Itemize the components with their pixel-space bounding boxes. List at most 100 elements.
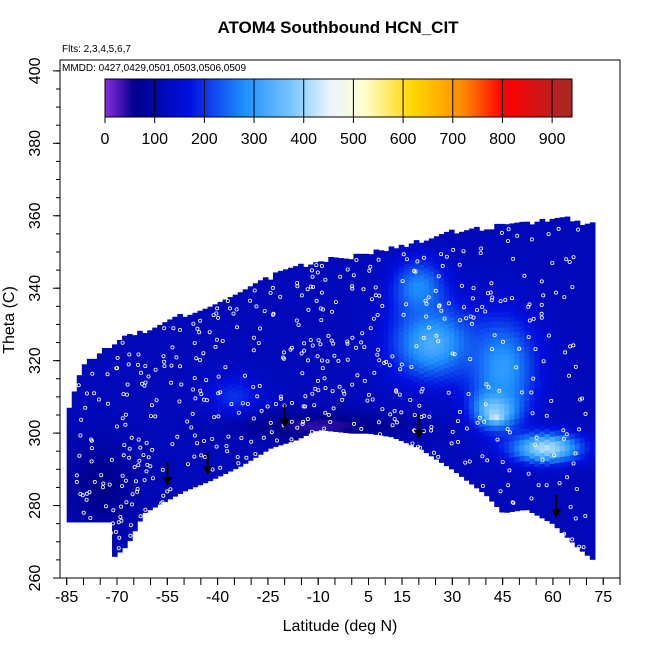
heatmap-cell bbox=[469, 337, 475, 344]
heatmap-cell bbox=[569, 400, 576, 407]
heatmap-cell bbox=[423, 240, 430, 247]
heatmap-cell bbox=[428, 401, 435, 408]
heatmap-cell bbox=[272, 359, 279, 366]
heatmap-cell bbox=[373, 363, 380, 370]
heatmap-cell bbox=[187, 369, 194, 376]
colorbar-segment bbox=[266, 79, 270, 117]
heatmap-cell bbox=[438, 239, 445, 246]
heatmap-cell bbox=[338, 279, 344, 286]
observation-point bbox=[350, 286, 355, 291]
heatmap-cell bbox=[413, 261, 420, 268]
observation-point bbox=[195, 441, 200, 446]
heatmap-cell bbox=[564, 471, 571, 478]
heatmap-cell bbox=[504, 457, 510, 464]
heatmap-cell bbox=[328, 365, 334, 372]
heatmap-cell bbox=[127, 497, 133, 504]
heatmap-cell bbox=[474, 335, 480, 342]
heatmap-cell bbox=[584, 326, 591, 333]
heatmap-cell bbox=[589, 331, 596, 338]
observation-point bbox=[192, 376, 197, 381]
observation-point bbox=[514, 365, 519, 370]
heatmap-cell bbox=[423, 354, 430, 361]
heatmap-cell bbox=[529, 251, 536, 258]
heatmap-cell bbox=[484, 272, 490, 279]
heatmap-cell bbox=[579, 350, 586, 357]
heatmap-cell bbox=[433, 274, 440, 281]
observation-point bbox=[368, 326, 373, 331]
heatmap-cell bbox=[91, 462, 98, 469]
colorbar-segment bbox=[365, 79, 369, 117]
heatmap-cell bbox=[459, 362, 465, 369]
heatmap-cell bbox=[147, 444, 153, 451]
heatmap-cell bbox=[554, 489, 561, 496]
heatmap-cell bbox=[393, 378, 400, 385]
heatmap-cell bbox=[584, 533, 591, 540]
heatmap-cell bbox=[534, 281, 541, 288]
heatmap-cell bbox=[212, 391, 219, 398]
heatmap-cell bbox=[574, 253, 581, 260]
heatmap-cell bbox=[484, 245, 490, 252]
heatmap-cell bbox=[403, 328, 410, 335]
heatmap-cell bbox=[182, 333, 189, 340]
observation-point bbox=[103, 504, 108, 509]
heatmap-cell bbox=[122, 482, 128, 489]
colorbar-segment bbox=[306, 79, 310, 117]
heatmap-cell bbox=[262, 407, 269, 414]
heatmap-cell bbox=[237, 308, 244, 315]
heatmap-cell bbox=[413, 424, 420, 431]
heatmap-cell bbox=[247, 324, 254, 331]
heatmap-cell bbox=[378, 358, 385, 366]
heatmap-cell bbox=[167, 455, 173, 462]
observation-point bbox=[309, 429, 314, 434]
heatmap-cell bbox=[464, 327, 470, 334]
heatmap-cell bbox=[323, 365, 329, 372]
heatmap-cell bbox=[514, 222, 520, 229]
heatmap-cell bbox=[111, 420, 118, 427]
heatmap-cell bbox=[554, 250, 561, 257]
heatmap-cell bbox=[443, 248, 450, 255]
heatmap-cell bbox=[494, 338, 500, 345]
heatmap-cell bbox=[454, 304, 460, 311]
heatmap-cell bbox=[539, 371, 546, 378]
heatmap-cell bbox=[137, 439, 143, 446]
heatmap-cell bbox=[358, 395, 365, 402]
heatmap-cell bbox=[272, 277, 279, 284]
observation-point bbox=[210, 467, 215, 472]
heatmap-cell bbox=[212, 467, 219, 474]
heatmap-cell bbox=[81, 467, 88, 474]
plot-frame bbox=[59, 59, 621, 579]
heatmap-cell bbox=[423, 376, 430, 383]
observation-point bbox=[130, 492, 135, 497]
heatmap-cell bbox=[539, 512, 546, 519]
heatmap-cell bbox=[433, 301, 440, 308]
heatmap-cell bbox=[474, 248, 480, 255]
heatmap-cell bbox=[418, 367, 425, 374]
observation-point bbox=[214, 311, 219, 316]
heatmap-cell bbox=[418, 291, 425, 298]
heatmap-cell bbox=[443, 400, 450, 407]
heatmap-cell bbox=[529, 322, 536, 329]
heatmap-cell bbox=[343, 421, 349, 428]
heatmap-cell bbox=[66, 505, 73, 512]
heatmap-cell bbox=[353, 416, 360, 423]
heatmap-cell bbox=[544, 254, 551, 261]
heatmap-cell bbox=[207, 431, 214, 438]
heatmap-cell bbox=[86, 489, 93, 496]
heatmap-cell bbox=[222, 321, 229, 328]
heatmap-cell bbox=[514, 276, 520, 283]
heatmap-cell bbox=[524, 319, 531, 326]
heatmap-cell bbox=[469, 348, 475, 355]
heatmap-cell bbox=[524, 504, 531, 511]
heatmap-cell bbox=[71, 462, 78, 469]
heatmap-cell bbox=[348, 302, 355, 309]
heatmap-cell bbox=[217, 432, 224, 439]
heatmap-cell bbox=[574, 497, 581, 504]
heatmap-cell bbox=[101, 434, 108, 441]
heatmap-cell bbox=[358, 319, 365, 326]
heatmap-cell bbox=[554, 310, 561, 317]
heatmap-cell bbox=[413, 289, 420, 296]
heatmap-cell bbox=[514, 244, 520, 251]
colorbar-segment bbox=[107, 79, 111, 117]
heatmap-cell bbox=[197, 473, 204, 480]
heatmap-cell bbox=[86, 456, 93, 463]
